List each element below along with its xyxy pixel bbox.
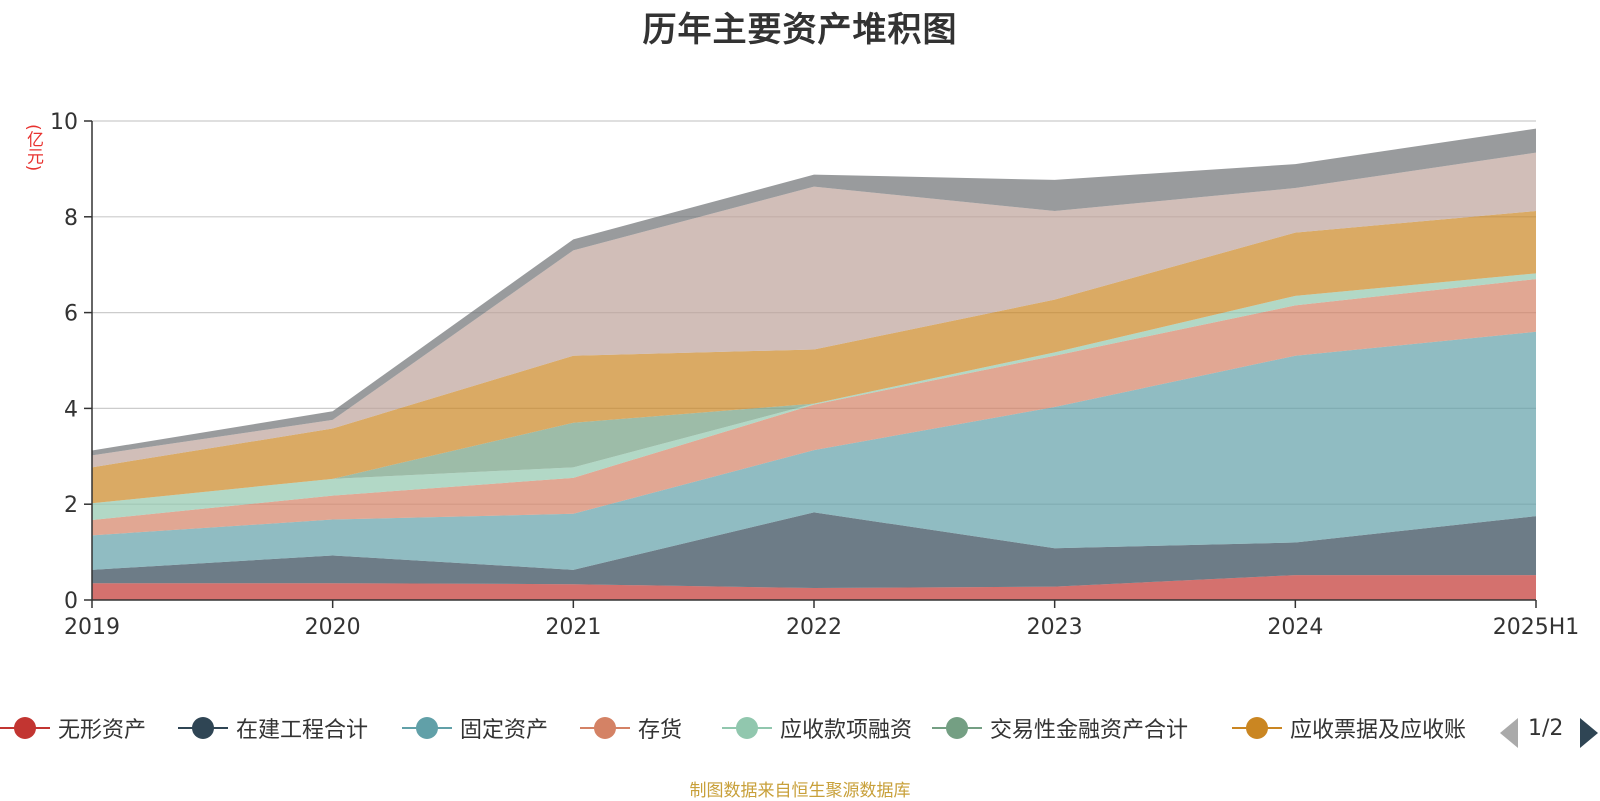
area-series-5 bbox=[92, 273, 1536, 521]
legend-marker-dot bbox=[416, 717, 438, 739]
legend-item[interactable]: 应收票据及应收账 bbox=[1232, 710, 1466, 746]
legend-marker-icon bbox=[1232, 710, 1282, 746]
area-series-9 bbox=[92, 128, 1536, 456]
legend-marker-icon bbox=[0, 710, 50, 746]
area-series-1 bbox=[92, 575, 1536, 600]
legend-page-indicator: 1/2 bbox=[1528, 716, 1564, 741]
legend-label: 存货 bbox=[638, 718, 683, 743]
legend-item[interactable]: 应收款项融资 bbox=[722, 710, 912, 746]
legend-marker-icon bbox=[580, 710, 630, 746]
legend-marker-dot bbox=[192, 717, 214, 739]
axes: 0 2 4 6 8 10 2019 2020 2021 2022 2023 2024 2025H1 bbox=[50, 110, 1579, 640]
legend-label: 无形资产 bbox=[58, 718, 147, 743]
legend-label: 固定资产 bbox=[460, 718, 549, 743]
area-series-4 bbox=[92, 279, 1536, 536]
x-tick-label: 2024 bbox=[1267, 615, 1323, 640]
legend-item[interactable]: 存货 bbox=[580, 710, 682, 746]
legend-next-page-icon[interactable] bbox=[1580, 718, 1598, 748]
x-tick-label: 2022 bbox=[786, 615, 842, 640]
y-tick-label: 10 bbox=[50, 110, 78, 135]
x-tick-label: 2020 bbox=[305, 615, 361, 640]
legend-marker-icon bbox=[722, 710, 772, 746]
legend-marker-dot bbox=[946, 717, 968, 739]
y-tick-label: 8 bbox=[64, 206, 78, 231]
legend-item[interactable]: 交易性金融资产合计 bbox=[932, 710, 1188, 746]
chart-title: 历年主要资产堆积图 bbox=[642, 10, 958, 50]
legend-marker-dot bbox=[14, 717, 36, 739]
x-tick-label: 2019 bbox=[64, 615, 120, 640]
x-tick-label: 2021 bbox=[545, 615, 601, 640]
y-axis-unit-label: (亿元) bbox=[23, 124, 43, 172]
y-tick-label: 2 bbox=[64, 493, 78, 518]
stacked-area-chart: 0 2 4 6 8 10 2019 2020 2021 2022 2023 2024 2025H1 bbox=[50, 110, 1579, 640]
legend-item[interactable]: 无形资产 bbox=[0, 710, 146, 746]
area-series-7 bbox=[92, 211, 1536, 504]
area-series-3 bbox=[92, 331, 1536, 570]
y-tick-label: 4 bbox=[64, 397, 78, 422]
legend-item[interactable]: 在建工程合计 bbox=[178, 710, 368, 746]
legend-item[interactable]: 固定资产 bbox=[402, 710, 548, 746]
legend-label: 交易性金融资产合计 bbox=[990, 718, 1189, 743]
legend-marker-icon bbox=[178, 710, 228, 746]
legend-label: 应收票据及应收账 bbox=[1290, 718, 1467, 743]
legend-marker-dot bbox=[594, 717, 616, 739]
area-series-2 bbox=[92, 512, 1536, 589]
legend-marker-icon bbox=[932, 710, 982, 746]
legend: 无形资产 在建工程合计 固定资产 存货 应收款项融资 交易性金融资产合计 应收票据及应收账 bbox=[0, 710, 1600, 760]
legend-prev-page-icon[interactable] bbox=[1500, 718, 1518, 748]
area-series bbox=[92, 128, 1536, 600]
area-series-8 bbox=[92, 152, 1536, 468]
y-tick-label: 6 bbox=[64, 302, 78, 327]
legend-marker-dot bbox=[1246, 717, 1268, 739]
legend-label: 在建工程合计 bbox=[236, 718, 369, 743]
legend-marker-dot bbox=[736, 717, 758, 739]
data-source-note: 制图数据来自恒生聚源数据库 bbox=[689, 781, 911, 801]
legend-marker-icon bbox=[402, 710, 452, 746]
y-tick-label: 0 bbox=[64, 589, 78, 614]
legend-label: 应收款项融资 bbox=[780, 718, 913, 743]
x-tick-label: 2023 bbox=[1027, 615, 1083, 640]
x-tick-label: 2025H1 bbox=[1493, 615, 1580, 640]
